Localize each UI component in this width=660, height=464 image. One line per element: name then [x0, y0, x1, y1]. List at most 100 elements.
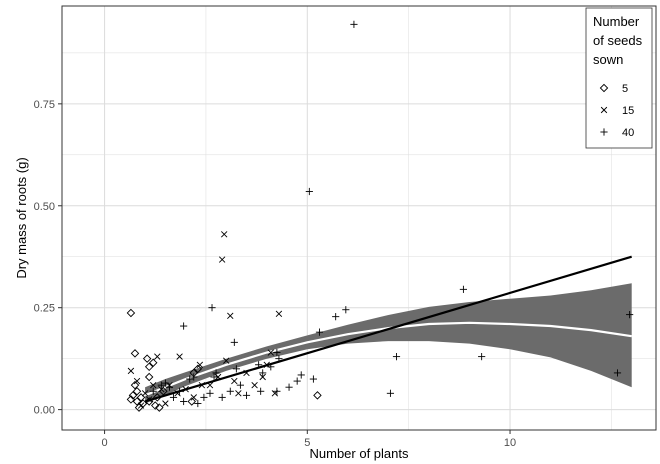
data-point-plus-40 — [161, 379, 169, 387]
data-point-x-15 — [251, 381, 258, 389]
data-point-plus-40 — [257, 387, 265, 395]
data-point-plus-40 — [255, 361, 263, 369]
data-point-plus-40 — [386, 389, 395, 397]
data-point-x-15-stroke — [206, 381, 214, 389]
data-point-plus-40 — [212, 369, 220, 377]
data-point-plus-40 — [332, 313, 340, 321]
legend: Number of seeds sown 5 15 40 — [585, 7, 653, 149]
data-point-x-15-stroke — [154, 353, 161, 360]
x-axis-title: Number of plants — [310, 446, 409, 461]
data-point-x-15-stroke — [133, 377, 141, 385]
legend-entry-label: 40 — [622, 127, 634, 139]
data-point-plus-40 — [273, 387, 281, 395]
data-point-plus-40 — [297, 371, 305, 379]
data-point-plus-40 — [293, 377, 301, 385]
legend-title-line-1: Number — [593, 14, 640, 29]
data-point-x-15 — [133, 377, 141, 385]
legend-title-line-3: sown — [593, 52, 623, 67]
legend-entry-label: 15 — [622, 105, 634, 117]
linear-fit-group — [144, 255, 632, 403]
data-point-x-15-stroke — [190, 394, 197, 401]
data-point-plus-40 — [190, 373, 198, 381]
data-point-plus-40 — [149, 387, 157, 395]
legend-key-diamond — [599, 83, 609, 93]
smooth-fit-confidence-ribbon — [145, 283, 632, 404]
data-point-x-15-stroke — [150, 381, 157, 389]
data-point-plus-40 — [180, 322, 188, 330]
data-point-diamond-5 — [187, 397, 196, 406]
data-point-x-15-stroke — [243, 369, 250, 377]
data-point-x-15 — [137, 402, 145, 409]
data-point-plus-40 — [305, 187, 313, 196]
data-point-plus-40 — [626, 311, 634, 319]
data-point-diamond-5 — [313, 391, 322, 400]
data-point-x-15 — [196, 361, 204, 368]
data-point-diamond-5 — [130, 349, 140, 358]
data-point-x-15 — [182, 386, 189, 393]
legend-key-plus — [600, 128, 608, 136]
data-point-plus-40 — [165, 383, 174, 391]
data-point-x-15 — [227, 312, 234, 320]
data-point-diamond-5 — [144, 372, 154, 382]
data-point-plus-40 — [309, 375, 317, 383]
data-point-plus-40 — [259, 369, 267, 377]
data-point-diamond-5 — [128, 391, 138, 400]
data-point-plus-40 — [200, 393, 208, 401]
data-point-plus-40 — [232, 365, 240, 373]
linear-fit-line — [144, 255, 632, 403]
data-point-x-15-stroke — [162, 400, 169, 407]
legend-key-x-stroke — [600, 106, 608, 114]
data-point-x-15-stroke — [141, 390, 149, 397]
data-point-x-15 — [176, 353, 183, 360]
data-point-diamond-5 — [132, 397, 142, 406]
data-point-x-15-stroke — [214, 373, 222, 381]
data-point-x-15 — [206, 381, 214, 389]
data-point-plus-40 — [169, 393, 178, 401]
data-point-plus-40 — [230, 338, 238, 346]
x-tick-label: 0 — [102, 437, 108, 449]
data-point-x-15-stroke — [223, 357, 230, 364]
data-point-x-15 — [235, 390, 242, 397]
data-point-x-15-stroke — [259, 373, 266, 381]
data-point-x-15-stroke — [196, 361, 204, 368]
legend-key-x — [600, 106, 608, 114]
data-point-diamond-5 — [136, 393, 146, 402]
legend-box — [585, 7, 653, 149]
y-tick-label: 0.25 — [34, 303, 55, 315]
data-point-diamond-5 — [144, 362, 154, 372]
data-point-x-15 — [145, 396, 153, 403]
data-point-x-15 — [267, 349, 275, 356]
data-point-x-15-stroke — [267, 349, 275, 356]
data-point-x-15 — [141, 390, 149, 397]
data-point-diamond-5 — [193, 364, 203, 374]
data-point-x-15 — [218, 256, 226, 263]
data-point-x-15-stroke — [231, 377, 238, 385]
data-point-plus-40 — [236, 381, 245, 389]
data-point-diamond-5 — [148, 358, 158, 367]
data-point-x-15 — [275, 310, 283, 318]
legend-entries: 5 15 40 — [599, 83, 634, 139]
legend-title-line-2: of seeds — [593, 33, 643, 48]
data-points — [126, 20, 634, 412]
data-point-x-15-stroke — [227, 312, 234, 320]
data-point-x-15 — [231, 377, 238, 385]
y-tick-label: 0.00 — [34, 405, 55, 417]
data-point-plus-40 — [218, 393, 226, 401]
data-point-x-15-stroke — [263, 361, 270, 368]
data-point-plus-40 — [242, 391, 251, 399]
data-point-x-15-stroke — [198, 381, 206, 389]
data-point-x-15-stroke — [127, 367, 135, 375]
data-point-x-15-stroke — [275, 310, 283, 318]
y-tick-label: 0.75 — [34, 99, 55, 111]
x-tick-label: 5 — [304, 437, 310, 449]
y-axis-title: Dry mass of roots (g) — [14, 157, 29, 278]
data-point-x-15 — [243, 369, 250, 377]
data-point-x-15-stroke — [251, 381, 258, 389]
data-point-x-15 — [190, 394, 197, 401]
data-point-plus-40 — [285, 383, 293, 391]
data-point-plus-40 — [350, 20, 358, 28]
data-point-x-15 — [154, 353, 161, 360]
data-point-plus-40 — [208, 304, 216, 312]
data-point-plus-40 — [210, 373, 218, 381]
data-point-plus-40 — [613, 369, 622, 377]
